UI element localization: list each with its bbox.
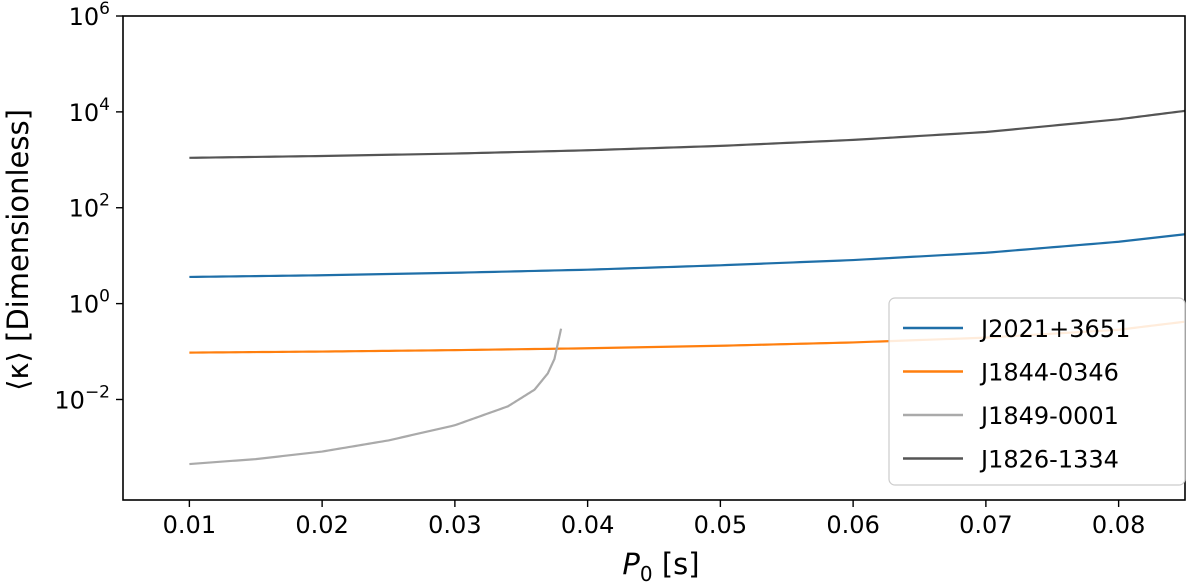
y-axis-label: ⟨κ⟩ [Dimensionless] [1, 109, 35, 391]
series-line-j2021-3651 [189, 233, 1185, 279]
x-tick-label: 0.06 [826, 511, 879, 539]
x-tick-label: 0.08 [1092, 511, 1145, 539]
legend: J2021+3651 J1844-0346 J1849-0001 J1826-1334 [888, 297, 1186, 486]
y-tick-label: 102 [69, 191, 110, 223]
legend-label: J1826-1334 [979, 446, 1119, 474]
y-axis: 10−2 100 102 104 106 [54, 0, 123, 414]
x-tick-label: 0.07 [959, 511, 1012, 539]
x-tick-label: 0.04 [561, 511, 614, 539]
x-tick-label: 0.05 [694, 511, 747, 539]
y-tick-label: 10−2 [54, 382, 110, 414]
x-tick-label: 0.03 [428, 511, 481, 539]
legend-label: J1844-0346 [979, 359, 1119, 387]
y-tick-label: 104 [69, 95, 110, 127]
legend-label: J2021+3651 [979, 315, 1130, 343]
x-axis-label: P0 [s] [622, 547, 699, 584]
x-tick-label: 0.01 [163, 511, 216, 539]
legend-label: J1849-0001 [979, 402, 1119, 430]
y-tick-label: 100 [69, 287, 110, 319]
y-tick-label: 106 [69, 0, 110, 31]
plot-frame [122, 15, 1186, 501]
legend-box [888, 297, 1186, 486]
series-line-j1849-0001 [189, 328, 563, 466]
x-tick-label: 0.02 [295, 511, 348, 539]
series-line-j1826-1334 [189, 109, 1185, 159]
x-axis: 0.01 0.02 0.03 0.04 0.05 0.06 0.07 0.08 [163, 500, 1145, 539]
